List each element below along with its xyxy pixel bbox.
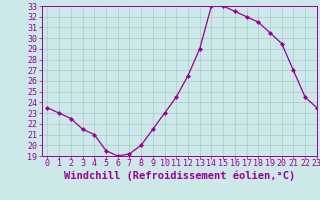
X-axis label: Windchill (Refroidissement éolien,°C): Windchill (Refroidissement éolien,°C) — [64, 171, 295, 181]
